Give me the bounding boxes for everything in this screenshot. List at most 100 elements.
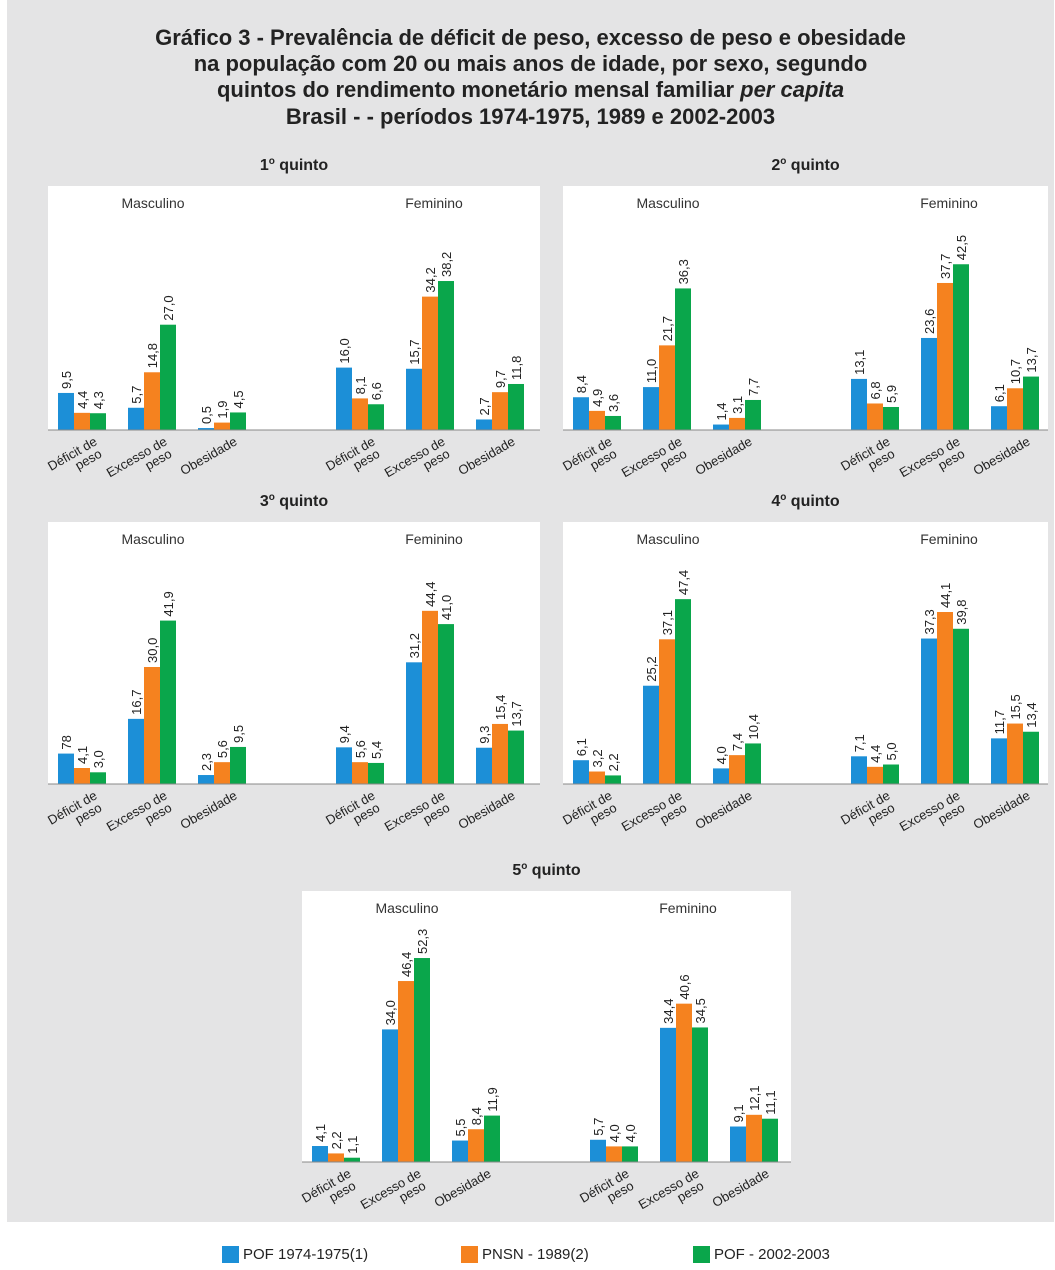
bar-value-label: 16,0	[337, 338, 352, 363]
bar-value-label: 4,0	[623, 1124, 638, 1142]
bar-value-label: 4,9	[590, 389, 605, 407]
bar	[144, 372, 160, 430]
chart-title-line-3: quintos do rendimento monetário mensal f…	[7, 77, 1054, 103]
bar-value-label: 5,0	[884, 742, 899, 760]
bar-value-label: 4,4	[868, 745, 883, 763]
bar-value-label: 6,8	[868, 381, 883, 399]
bar	[352, 762, 368, 784]
bar-value-label: 2,3	[199, 753, 214, 771]
bar-value-label: 41,0	[439, 595, 454, 620]
bar	[937, 282, 953, 430]
bar	[414, 958, 430, 1162]
bar	[921, 337, 937, 430]
bar	[953, 264, 969, 430]
bar	[476, 419, 492, 430]
chart-title-text: quinto	[275, 157, 329, 174]
bar-value-label: 7,7	[746, 378, 761, 396]
chart-quinto-5: 5o quinto Masculino Feminino 4,1 34,0 5,5 5,7 3…	[299, 861, 791, 1224]
bar-value-label: 37,3	[922, 609, 937, 634]
bar-value-label: 8,4	[574, 375, 589, 393]
bar	[312, 1146, 328, 1162]
bar	[590, 1139, 606, 1162]
bar-value-label: 4,1	[75, 746, 90, 764]
bar-value-label: 7,1	[852, 734, 867, 752]
bar	[867, 766, 883, 784]
legend-swatch-pof-2002	[693, 1246, 710, 1263]
chart-title-text: quinto	[527, 862, 581, 879]
bar	[1023, 731, 1039, 784]
bar-value-label: 10,7	[1008, 359, 1023, 384]
bar-value-label: 14,8	[145, 343, 160, 368]
bar-value-label: 9,3	[477, 726, 492, 744]
bar	[573, 760, 589, 784]
bar	[730, 1126, 746, 1162]
bar-value-label: 44,4	[423, 582, 438, 607]
bar	[336, 747, 352, 784]
bar-value-label: 8,4	[469, 1107, 484, 1125]
chart-title-text: quinto	[275, 493, 329, 510]
bar-value-label: 9,1	[731, 1104, 746, 1122]
bar	[74, 412, 90, 430]
bar-value-label: 9,5	[59, 371, 74, 389]
bar-value-label: 44,1	[938, 583, 953, 608]
category-label-excesso: Excesso depeso	[358, 1166, 430, 1224]
bar-value-label: 11,1	[763, 1090, 778, 1114]
bar	[452, 1140, 468, 1162]
bar	[58, 392, 74, 430]
bar-value-label: 34,5	[693, 998, 708, 1023]
chart-title-ordinal: o	[780, 156, 786, 167]
bar	[214, 422, 230, 430]
legend-label-pof-1974: POF 1974-1975(1)	[243, 1246, 369, 1263]
bar-value-label: 3,2	[590, 749, 605, 767]
bar-value-label: 11,8	[509, 356, 524, 380]
bar	[589, 410, 605, 430]
chart-title-number: 5	[512, 862, 521, 879]
group-label-feminino: Feminino	[920, 195, 978, 211]
chart-title-per-capita: per capita	[740, 77, 845, 102]
chart-title-number: 1	[260, 157, 269, 174]
chart-title-number: 2	[771, 157, 780, 174]
group-label-feminino: Feminino	[405, 195, 463, 211]
legend-item-pof-1974: POF 1974-1975(1)	[222, 1246, 368, 1263]
bar	[328, 1153, 344, 1162]
bar	[508, 383, 524, 430]
bar-value-label: 3,1	[730, 396, 745, 414]
bar	[883, 406, 899, 430]
bar-value-label: 13,7	[509, 701, 524, 726]
bar	[851, 378, 867, 430]
chart-title-line-4: Brasil - - períodos 1974-1975, 1989 e 20…	[285, 104, 776, 129]
bar-value-label: 47,4	[676, 570, 691, 595]
bar	[160, 620, 176, 784]
bar	[746, 1114, 762, 1162]
bar-value-label: 34,0	[383, 1000, 398, 1025]
bar	[745, 743, 761, 784]
bar-value-label: 31,2	[407, 633, 422, 658]
bar	[398, 981, 414, 1162]
bar	[438, 624, 454, 784]
bar-value-label: 4,3	[91, 391, 106, 409]
bar-value-label: 1,9	[215, 401, 230, 419]
bar-value-label: 5,6	[353, 740, 368, 758]
bar	[851, 756, 867, 784]
bar-value-label: 15,7	[407, 339, 422, 364]
chart-title-ordinal: o	[780, 492, 786, 503]
chart-title-number: 4	[771, 493, 780, 510]
chart-title-text: quinto	[786, 157, 840, 174]
bar-value-label: 27,0	[161, 295, 176, 320]
bar-value-label: 5,4	[369, 741, 384, 759]
bar	[953, 628, 969, 784]
bar	[406, 662, 422, 784]
group-label-feminino: Feminino	[659, 900, 717, 916]
bar-value-label: 11,7	[992, 710, 1007, 734]
bar-value-label: 6,1	[992, 384, 1007, 402]
bar	[368, 404, 384, 430]
bar-value-label: 46,4	[399, 952, 414, 977]
bar	[368, 762, 384, 784]
bar-value-label: 78	[59, 735, 74, 749]
bar	[336, 367, 352, 430]
bar	[660, 1027, 676, 1162]
bar	[921, 638, 937, 784]
bar-value-label: 42,5	[954, 235, 969, 260]
bar-value-label: 9,7	[493, 370, 508, 388]
